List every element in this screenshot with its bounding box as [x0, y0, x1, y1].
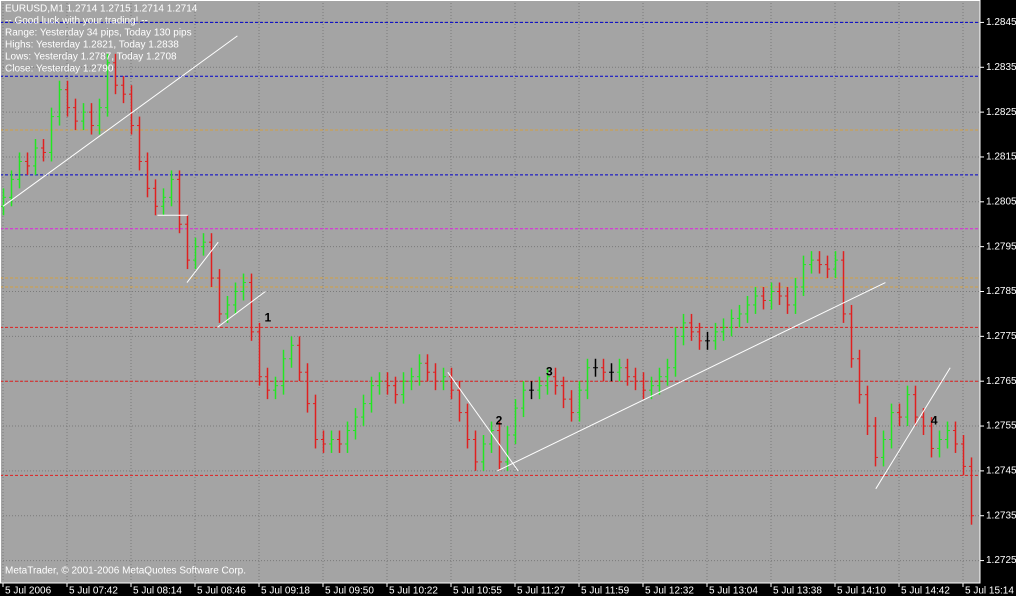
y-tick-label: 1.2805	[986, 196, 1016, 207]
info-line: Close: Yesterday 1.2790	[5, 64, 114, 75]
info-line: Range: Yesterday 34 pips, Today 130 pips	[5, 28, 192, 39]
levels	[0, 21, 980, 476]
x-tick-label: 5 Jul 14:10	[837, 586, 886, 596]
x-tick-label: 5 Jul 11:59	[581, 586, 630, 596]
x-tick-label: 5 Jul 11:27	[517, 586, 566, 596]
plot-border	[0, 0, 981, 584]
x-tick-label: 5 Jul 12:32	[645, 586, 694, 596]
trendline	[2, 35, 238, 207]
y-tick-label: 1.2765	[986, 376, 1016, 387]
y-tick-label: 1.2775	[986, 331, 1016, 342]
info-line: Lows: Yesterday 1.2787, Today 1.2708	[5, 52, 177, 63]
x-tick-label: 5 Jul 15:14	[965, 586, 1014, 596]
trendline	[497, 282, 886, 472]
annotation: 3	[546, 364, 553, 378]
y-tick-label: 1.2815	[986, 152, 1016, 163]
y-tick-label: 1.2725	[986, 555, 1016, 566]
x-tick-label: 5 Jul 10:55	[453, 586, 502, 596]
x-tick-label: 5 Jul 09:50	[325, 586, 374, 596]
y-tick-label: 1.2785	[986, 286, 1016, 297]
y-tick-label: 1.2845	[986, 17, 1016, 28]
x-tick-label: 5 Jul 08:46	[197, 586, 246, 596]
x-tick-label: 5 Jul 08:14	[133, 586, 182, 596]
axes: 1.2725 1.2735 1.2745 1.2755 1.2765 1.2775 1.27…	[2, 17, 1016, 596]
annotation: 1	[264, 311, 271, 325]
x-tick-label: 5 Jul 09:18	[261, 586, 310, 596]
y-tick-label: 1.2835	[986, 62, 1016, 73]
trendline	[186, 241, 219, 283]
info-line: -- Good luck with your trading! --	[5, 16, 148, 27]
x-tick-label: 5 Jul 14:42	[901, 586, 950, 596]
x-tick-label: 5 Jul 2006	[5, 586, 52, 596]
y-tick-label: 1.2795	[986, 241, 1016, 252]
info-line: EURUSD,M1 1.2714 1.2715 1.2714 1.2714	[5, 4, 198, 15]
y-tick-label: 1.2735	[986, 510, 1016, 521]
annotation: 2	[496, 414, 503, 428]
annotation: 4	[931, 414, 938, 428]
y-tick-label: 1.2755	[986, 421, 1016, 432]
objects: 1 2 3 4	[2, 35, 951, 490]
y-tick-label: 1.2745	[986, 466, 1016, 477]
x-tick-label: 5 Jul 13:38	[773, 586, 822, 596]
trendline	[447, 371, 519, 472]
info-line: Highs: Yesterday 1.2821, Today 1.2838	[5, 40, 179, 51]
x-tick-label: 5 Jul 13:04	[709, 586, 758, 596]
trendline	[875, 367, 951, 490]
x-tick-label: 5 Jul 10:22	[389, 586, 438, 596]
x-tick-label: 5 Jul 07:42	[69, 586, 118, 596]
y-tick-label: 1.2825	[986, 107, 1016, 118]
copyright: MetaTrader, © 2001-2006 MetaQuotes Softw…	[5, 566, 246, 577]
trendline	[217, 291, 266, 328]
bars	[1, 53, 974, 525]
